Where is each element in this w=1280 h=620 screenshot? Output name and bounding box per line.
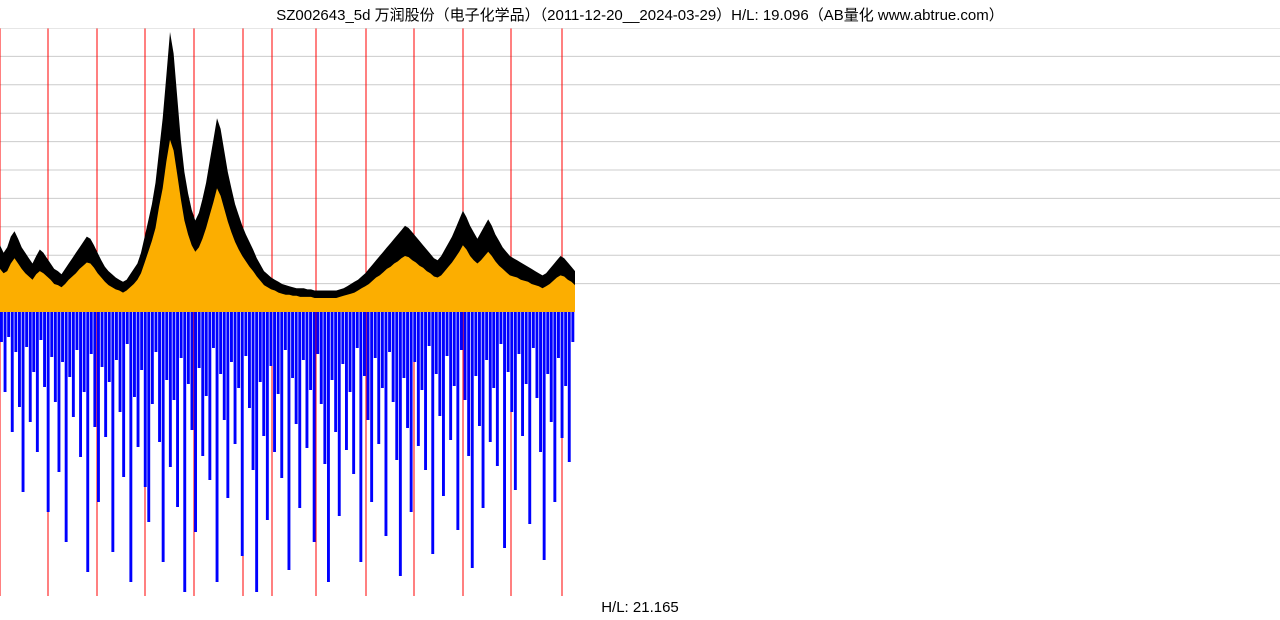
footer-label: H/L: 21.165: [0, 599, 1280, 616]
chart-container: [0, 28, 1280, 596]
chart-title: SZ002643_5d 万润股份（电子化学品）（2011-12-20__2024…: [0, 4, 1280, 25]
chart-svg: [0, 28, 1280, 596]
